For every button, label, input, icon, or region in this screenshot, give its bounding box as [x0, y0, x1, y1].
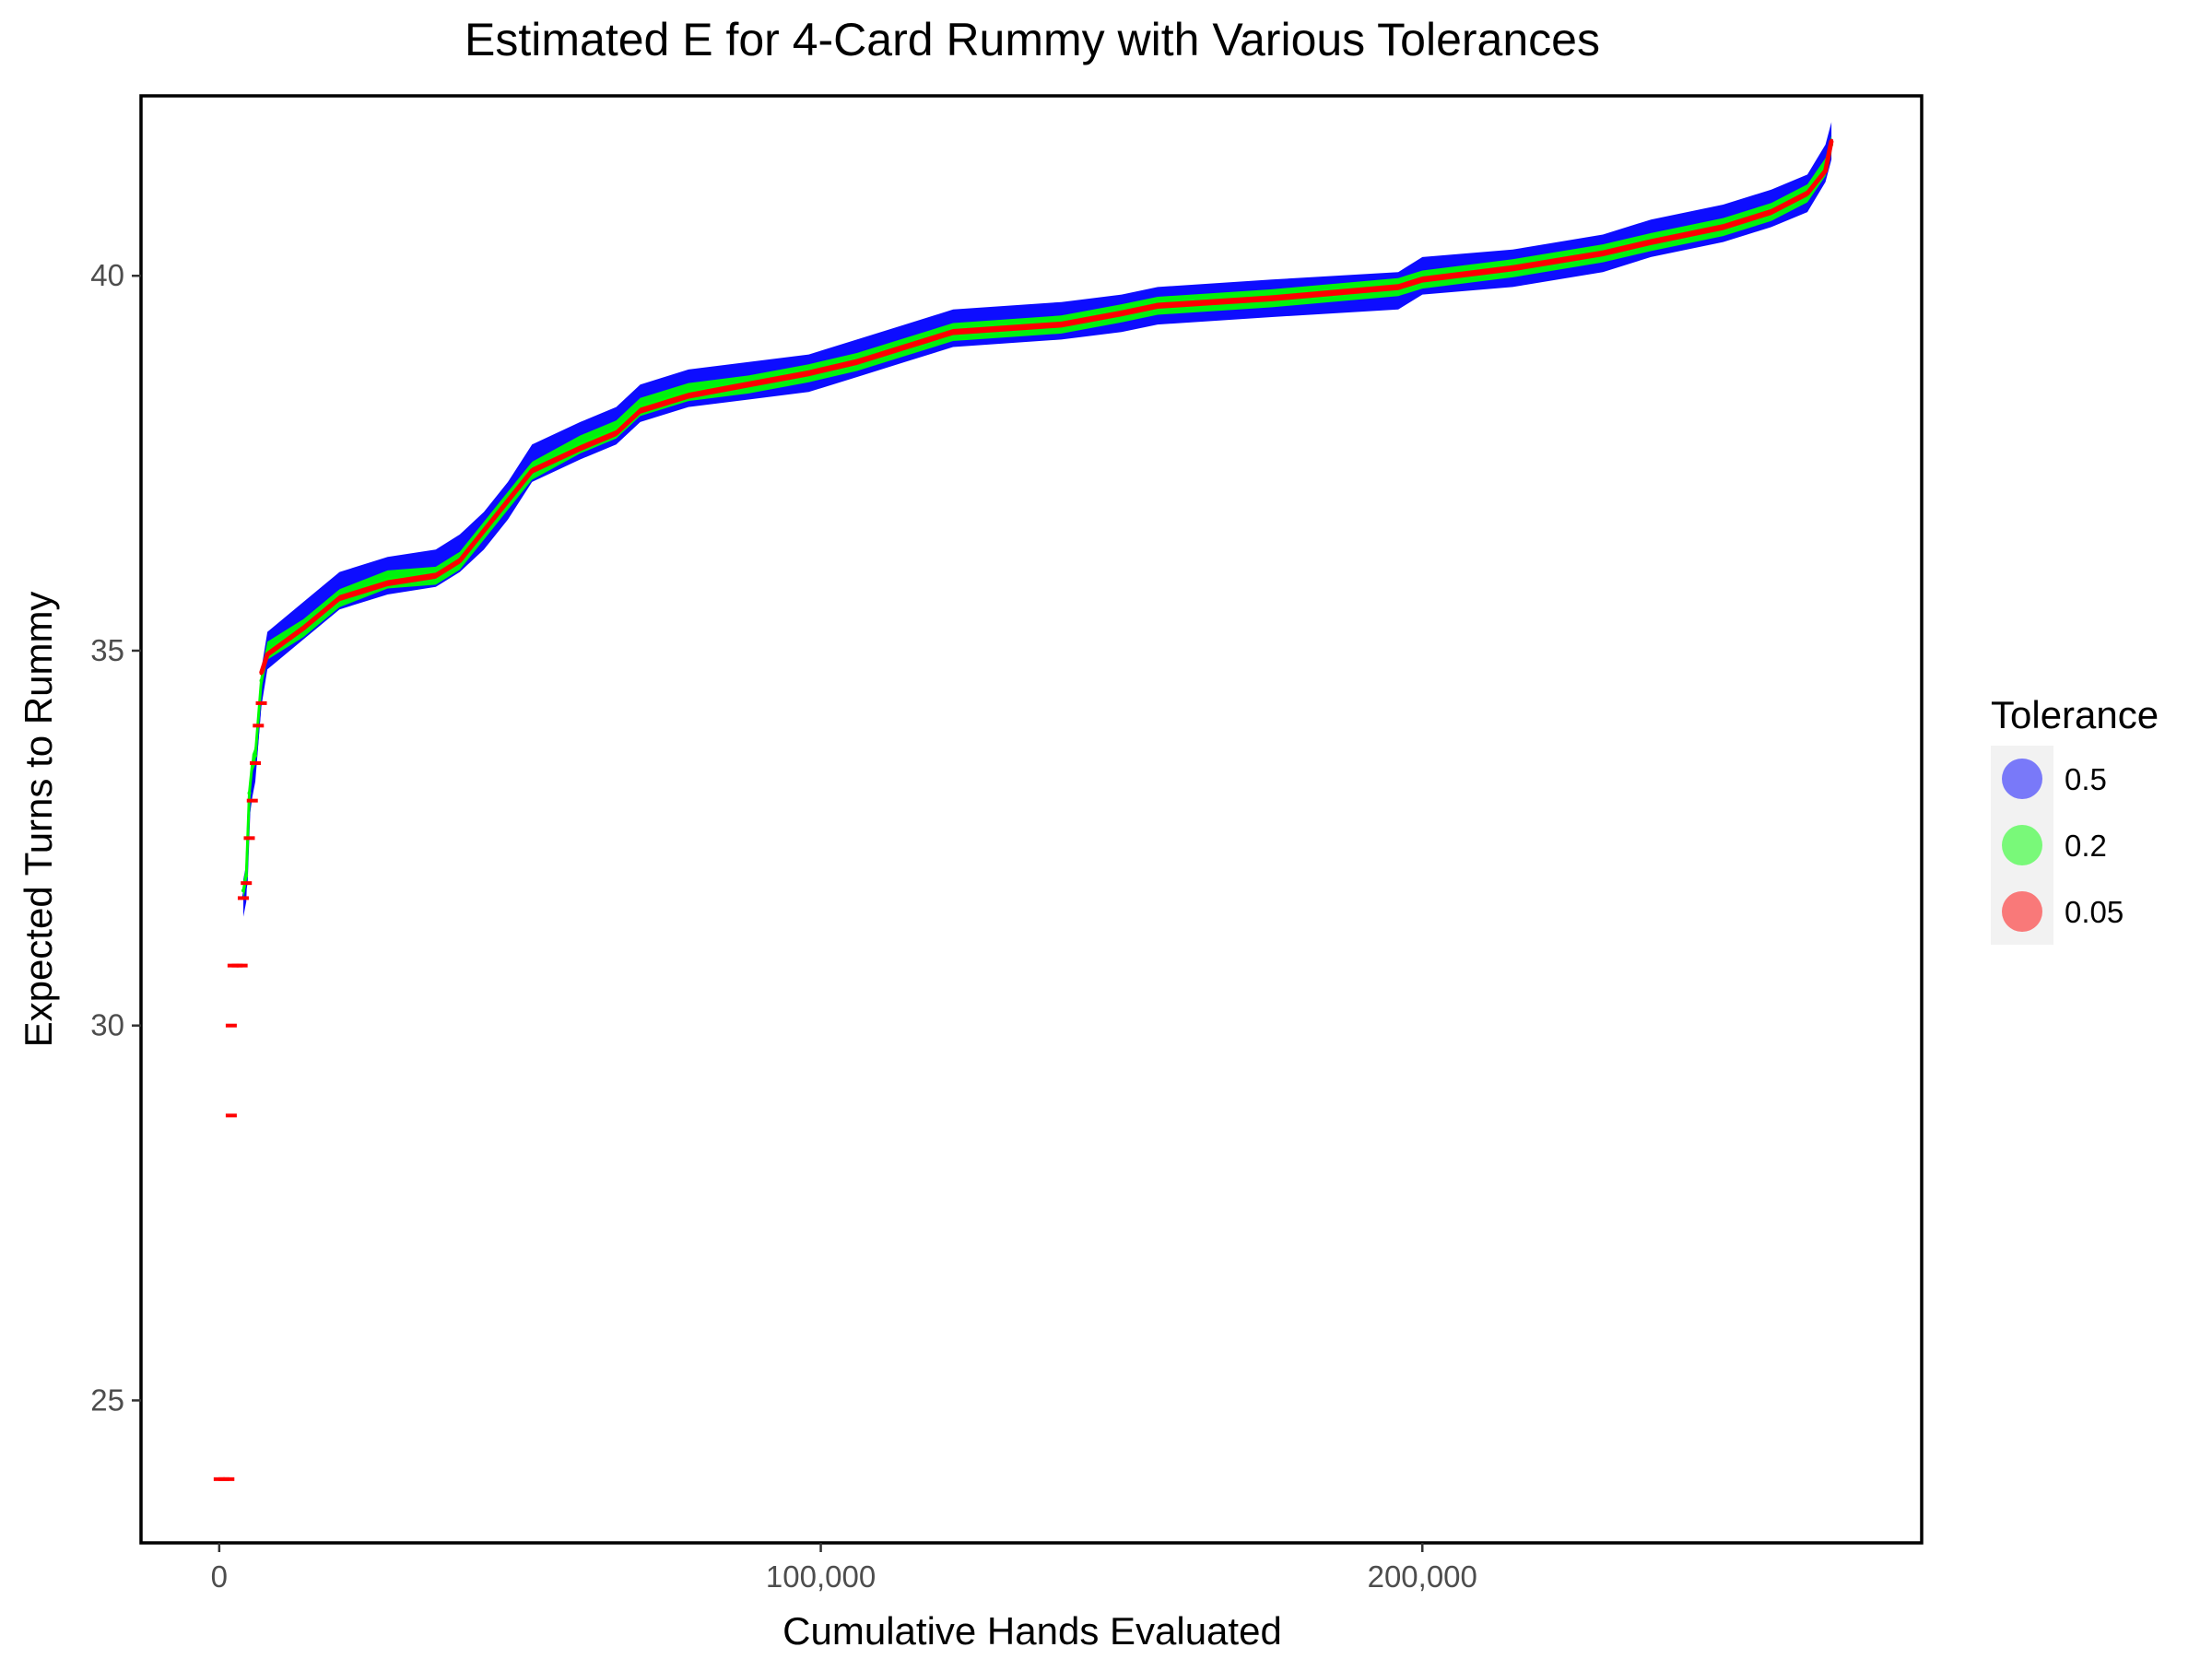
- legend: Tolerance 0.5 0.2 0.05: [1991, 693, 2159, 945]
- legend-key: [2002, 891, 2042, 932]
- data-point: [747, 382, 751, 387]
- x-tick-label: 0: [211, 1559, 228, 1594]
- data-point: [244, 874, 249, 877]
- data-point: [259, 671, 264, 676]
- data-point: [1601, 251, 1606, 255]
- data-point: [1649, 240, 1653, 244]
- y-tick-label: 35: [90, 633, 124, 667]
- data-point: [457, 559, 462, 563]
- x-tick-label: 200,000: [1368, 1559, 1477, 1594]
- data-point: [223, 1477, 235, 1481]
- x-tick-label: 100,000: [766, 1559, 876, 1594]
- data-point: [1396, 285, 1401, 289]
- data-point: [241, 888, 245, 893]
- data-point: [385, 581, 390, 585]
- data-point: [241, 881, 253, 886]
- plot-area: [213, 122, 1834, 1481]
- data-point: [578, 446, 582, 451]
- data-point: [1830, 138, 1834, 143]
- data-point: [506, 499, 511, 503]
- data-point: [433, 573, 438, 578]
- data-point: [243, 836, 255, 841]
- data-point: [902, 345, 907, 349]
- legend-item: 0.05: [1991, 878, 2124, 945]
- plot-panel-border: [139, 94, 1924, 1545]
- y-tick-label: 25: [90, 1382, 124, 1417]
- chart-title: Estimated E for 4-Card Rummy with Variou…: [465, 14, 1600, 65]
- data-point: [255, 700, 267, 705]
- data-point: [247, 791, 252, 795]
- data-point: [225, 1113, 237, 1118]
- legend-title: Tolerance: [1991, 693, 2159, 736]
- legend-key: [2002, 825, 2042, 865]
- data-point: [1806, 191, 1809, 195]
- data-point: [265, 653, 270, 656]
- data-point: [1823, 169, 1828, 173]
- data-point: [246, 798, 258, 803]
- data-point: [530, 468, 535, 473]
- data-point: [301, 626, 306, 630]
- data-point: [259, 678, 264, 683]
- data-point: [1511, 266, 1515, 271]
- x-axis-title: Cumulative Hands Evaluated: [782, 1609, 1282, 1653]
- data-point: [253, 724, 265, 728]
- legend-key: [2002, 759, 2042, 799]
- data-point: [1156, 303, 1160, 308]
- y-tick-label: 40: [90, 258, 124, 292]
- series-0_05: [259, 137, 1834, 677]
- data-point: [1059, 323, 1064, 327]
- data-point: [250, 760, 262, 765]
- data-point: [337, 596, 342, 600]
- legend-label: 0.2: [2065, 829, 2107, 863]
- series-0_05-scatter: [213, 700, 267, 1481]
- legend-label: 0.05: [2065, 895, 2124, 929]
- data-point: [253, 753, 257, 758]
- data-point: [1119, 311, 1124, 315]
- data-point: [1769, 210, 1773, 215]
- data-point: [806, 371, 811, 375]
- data-point: [482, 528, 486, 533]
- axes: 0 100,000 200,000 25 30 35 40: [90, 258, 1477, 1594]
- data-point: [237, 896, 249, 900]
- data-point: [614, 431, 618, 436]
- legend-item: 0.2: [1991, 812, 2107, 878]
- y-tick-label: 30: [90, 1008, 124, 1042]
- data-point: [638, 408, 642, 413]
- data-point: [687, 394, 690, 398]
- data-point: [236, 963, 248, 968]
- y-axis-title: Expected Turns to Rummy: [17, 592, 60, 1048]
- legend-label: 0.5: [2065, 762, 2107, 796]
- data-point: [1270, 296, 1275, 300]
- data-point: [854, 359, 859, 364]
- data-point: [1721, 225, 1725, 229]
- data-point: [951, 330, 956, 335]
- data-point: [1420, 277, 1425, 282]
- legend-item: 0.5: [1991, 746, 2107, 812]
- data-point: [225, 1023, 237, 1028]
